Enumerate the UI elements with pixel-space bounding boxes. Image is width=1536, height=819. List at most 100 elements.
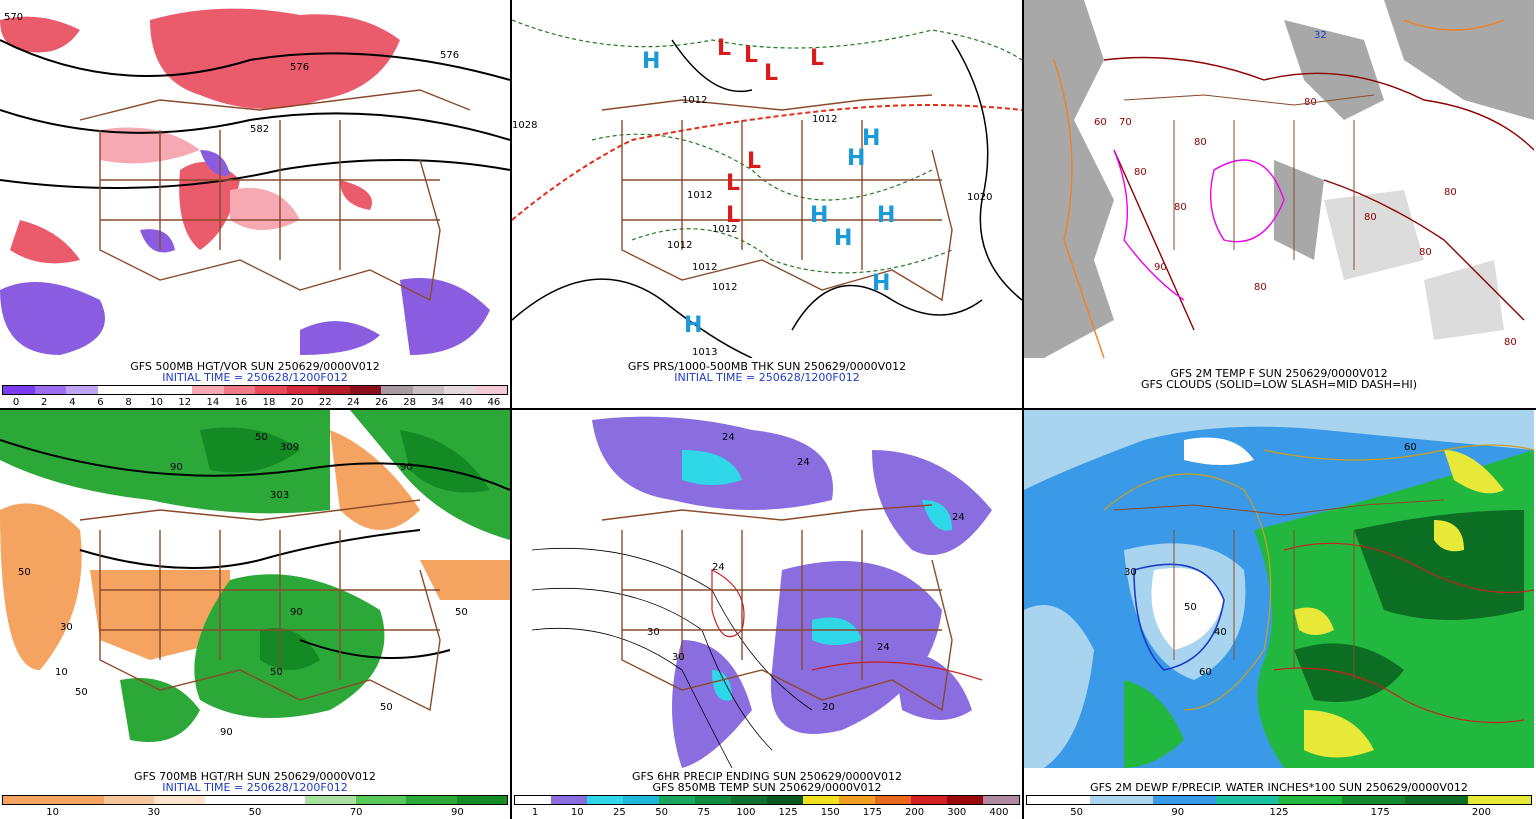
colorbar-swatch <box>255 796 306 804</box>
precipitation-map: 24 24 30 30 24 20 24 24 <box>512 410 1022 768</box>
svg-text:309: 309 <box>280 442 299 453</box>
svg-text:90: 90 <box>290 607 303 618</box>
panel-caption: GFS 2M DEWP F/PRECIP. WATER INCHES*100 S… <box>1090 781 1468 794</box>
colorbar-swatch <box>53 796 104 804</box>
svg-text:80: 80 <box>1364 212 1377 223</box>
colorbar-swatch <box>286 386 318 394</box>
colorbar-tick-label: 50 <box>655 807 668 818</box>
low-pressure-markers: L L L L L L L <box>717 36 824 228</box>
colorbar-tick-label: 150 <box>820 807 840 818</box>
geographic-borders <box>79 499 441 712</box>
low-dewpoint-contours <box>1133 563 1225 671</box>
svg-text:L: L <box>744 43 758 68</box>
svg-text:60: 60 <box>1199 667 1212 678</box>
colorbar-swatch <box>456 796 508 804</box>
colorbar-swatch <box>911 796 947 804</box>
svg-text:80: 80 <box>1504 337 1517 348</box>
svg-text:80: 80 <box>1419 247 1432 258</box>
colorbar-swatch <box>695 796 731 804</box>
colorbar-swatch <box>731 796 767 804</box>
colorbar-swatch <box>1279 796 1342 804</box>
panel-500mb-vorticity[interactable]: 570 576 582 576 GFS 500MB HGT/VOR SUN 25… <box>0 0 510 408</box>
colorbar-swatch <box>223 386 255 394</box>
svg-text:1012: 1012 <box>687 190 712 201</box>
colorbar-tick-label: 10 <box>46 807 59 818</box>
svg-text:80: 80 <box>1134 167 1147 178</box>
colorbar-swatch <box>947 796 983 804</box>
colorbar-swatch <box>154 796 205 804</box>
colorbar-tick-label: 50 <box>1070 807 1083 818</box>
svg-text:H: H <box>877 203 895 228</box>
colorbar-tick-label: 400 <box>989 807 1009 818</box>
isobars <box>512 39 1022 358</box>
svg-text:H: H <box>684 313 702 338</box>
cool-temperature-contours <box>1053 19 1505 358</box>
temperature-contours <box>1103 56 1534 331</box>
high-dewpoint-contours <box>1273 542 1534 724</box>
colorbar-swatch <box>1405 796 1468 804</box>
colorbar-swatch <box>623 796 659 804</box>
very-moist-air-fill <box>200 427 490 670</box>
initial-time-caption: INITIAL TIME = 250628/1200F012 <box>162 371 348 384</box>
svg-text:70: 70 <box>1119 117 1132 128</box>
colorbar-swatch <box>160 386 192 394</box>
colorbar-tick-label: 34 <box>431 397 445 408</box>
svg-text:32: 32 <box>1314 30 1327 41</box>
svg-text:50: 50 <box>255 432 268 443</box>
svg-text:24: 24 <box>712 562 725 573</box>
pwat-colorbar-ticks: 50 90 125 175 200 <box>1026 807 1532 818</box>
svg-text:50: 50 <box>380 702 393 713</box>
svg-text:1012: 1012 <box>682 95 707 106</box>
svg-text:576: 576 <box>290 62 309 73</box>
rh-colorbar <box>2 795 508 805</box>
colorbar-tick-label: 100 <box>736 807 756 818</box>
mid-dewpoint-contours <box>1103 444 1534 711</box>
svg-text:90: 90 <box>220 727 233 738</box>
svg-text:H: H <box>834 226 852 251</box>
svg-text:24: 24 <box>877 642 890 653</box>
svg-text:1013: 1013 <box>692 347 717 358</box>
colorbar-swatch <box>204 796 256 804</box>
positive-vorticity-fill <box>0 8 400 264</box>
svg-text:30: 30 <box>60 622 73 633</box>
svg-text:80: 80 <box>1194 137 1207 148</box>
svg-text:L: L <box>726 203 740 228</box>
pwat-colorbar <box>1026 795 1532 805</box>
colorbar-swatch <box>381 386 413 394</box>
panel-700mb-rh[interactable]: 50 90 50 90 30 50 10 50 90 50 50 90 303 … <box>0 410 510 819</box>
colorbar-swatch <box>103 796 155 804</box>
svg-text:L: L <box>717 36 731 61</box>
svg-text:30: 30 <box>1124 567 1137 578</box>
negative-vorticity-fill <box>0 150 490 355</box>
colorbar-swatch <box>66 386 98 394</box>
svg-text:24: 24 <box>722 432 735 443</box>
panel-pressure-thickness[interactable]: H H H H H H H H L L L L L L L 1012 1012 <box>512 0 1022 408</box>
temperature-cloud-map: 80 80 70 60 80 80 80 80 80 80 32 90 80 <box>1024 0 1534 358</box>
panel-2m-temperature[interactable]: 80 80 70 60 80 80 80 80 80 80 32 90 80 G… <box>1024 0 1536 408</box>
colorbar-swatch <box>1216 796 1279 804</box>
colorbar-tick-label: 30 <box>147 807 161 818</box>
colorbar-swatch <box>803 796 839 804</box>
svg-text:50: 50 <box>270 667 283 678</box>
svg-text:H: H <box>862 126 880 151</box>
colorbar-swatch <box>318 386 350 394</box>
svg-text:L: L <box>747 149 761 174</box>
very-low-pwat-fill <box>1151 437 1254 650</box>
colorbar-tick-label: 0 <box>12 397 20 408</box>
colorbar-tick-label: 200 <box>905 807 925 818</box>
panel-caption: GFS PRS/1000-500MB THK SUN 250629/0000V0… <box>627 360 907 373</box>
panel-6hr-precip[interactable]: 24 24 30 30 24 20 24 24 GFS 6HR PRECIP E… <box>512 410 1022 819</box>
svg-text:24: 24 <box>952 512 965 523</box>
colorbar-swatch <box>475 386 507 394</box>
svg-text:1012: 1012 <box>667 240 692 251</box>
panel-dewpoint-pwat[interactable]: 50 60 60 30 40 GFS 2M DEWP F/PRECIP. WAT… <box>1024 410 1536 819</box>
colorbar-swatch <box>1027 796 1090 804</box>
svg-text:H: H <box>642 49 660 74</box>
colorbar-tick-label: 25 <box>613 807 626 818</box>
svg-text:90: 90 <box>170 462 183 473</box>
colorbar-tick-label: 300 <box>947 807 967 818</box>
svg-text:L: L <box>810 46 824 71</box>
pressure-thickness-map: H H H H H H H H L L L L L L L 1012 1012 <box>512 0 1022 358</box>
colorbar-swatch <box>1153 796 1216 804</box>
svg-text:20: 20 <box>822 702 835 713</box>
